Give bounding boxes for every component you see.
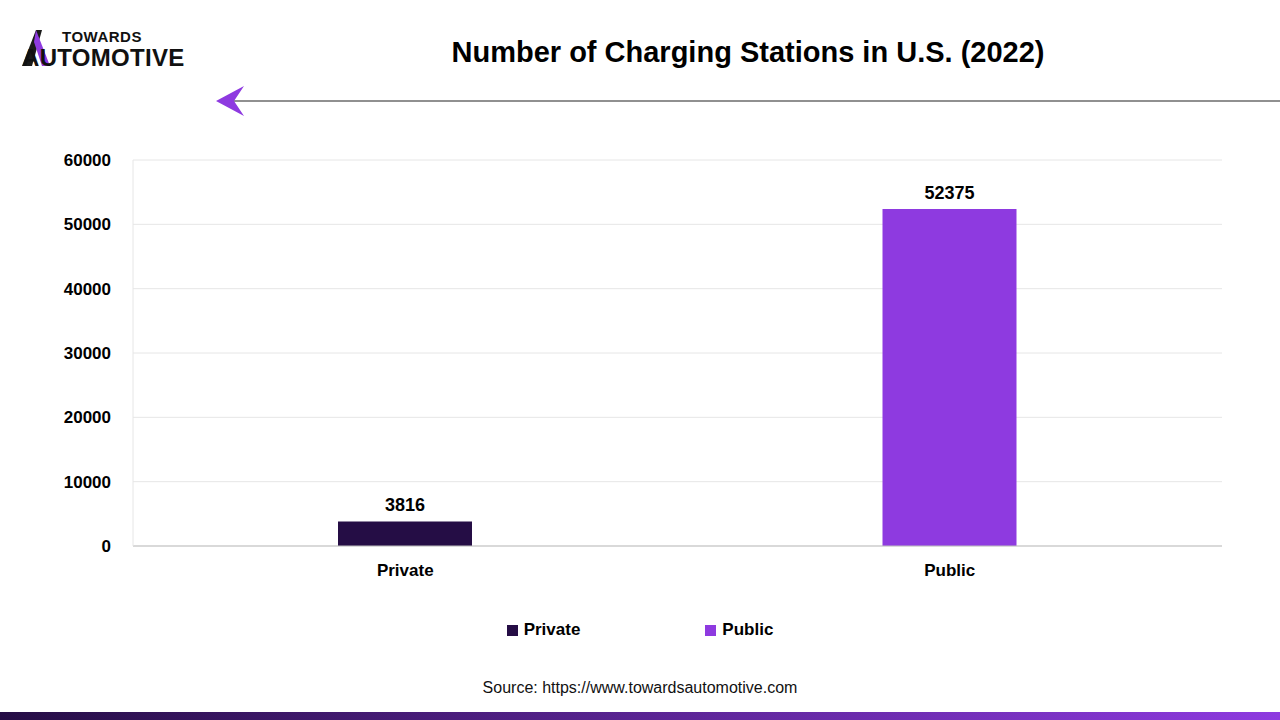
svg-text:20000: 20000 xyxy=(64,408,111,427)
html-text:Private: Private xyxy=(523,620,581,639)
html-text:AUTOMOTIVE: AUTOMOTIVE xyxy=(22,44,185,71)
svg-text:3816: 3816 xyxy=(385,495,425,515)
svg-text:30000: 30000 xyxy=(64,344,111,363)
html-text:Number of Charging Stations in: Number of Charging Stations in U.S. (202… xyxy=(451,36,1045,68)
svg-text:40000: 40000 xyxy=(64,280,111,299)
svg-text:Public: Public xyxy=(924,561,975,580)
svg-text:50000: 50000 xyxy=(64,215,111,234)
svg-text:10000: 10000 xyxy=(64,473,111,492)
svg-text:52375: 52375 xyxy=(924,183,974,203)
svg-text:60000: 60000 xyxy=(64,151,111,170)
html-text:Source: https://www.towardsaut: Source: https://www.towardsautomotive.co… xyxy=(482,679,798,696)
svg-text:Private: Private xyxy=(377,561,434,580)
html-text:TOWARDS: TOWARDS xyxy=(62,28,142,45)
html-text:Public: Public xyxy=(722,620,774,639)
svg-text:0: 0 xyxy=(102,537,111,556)
